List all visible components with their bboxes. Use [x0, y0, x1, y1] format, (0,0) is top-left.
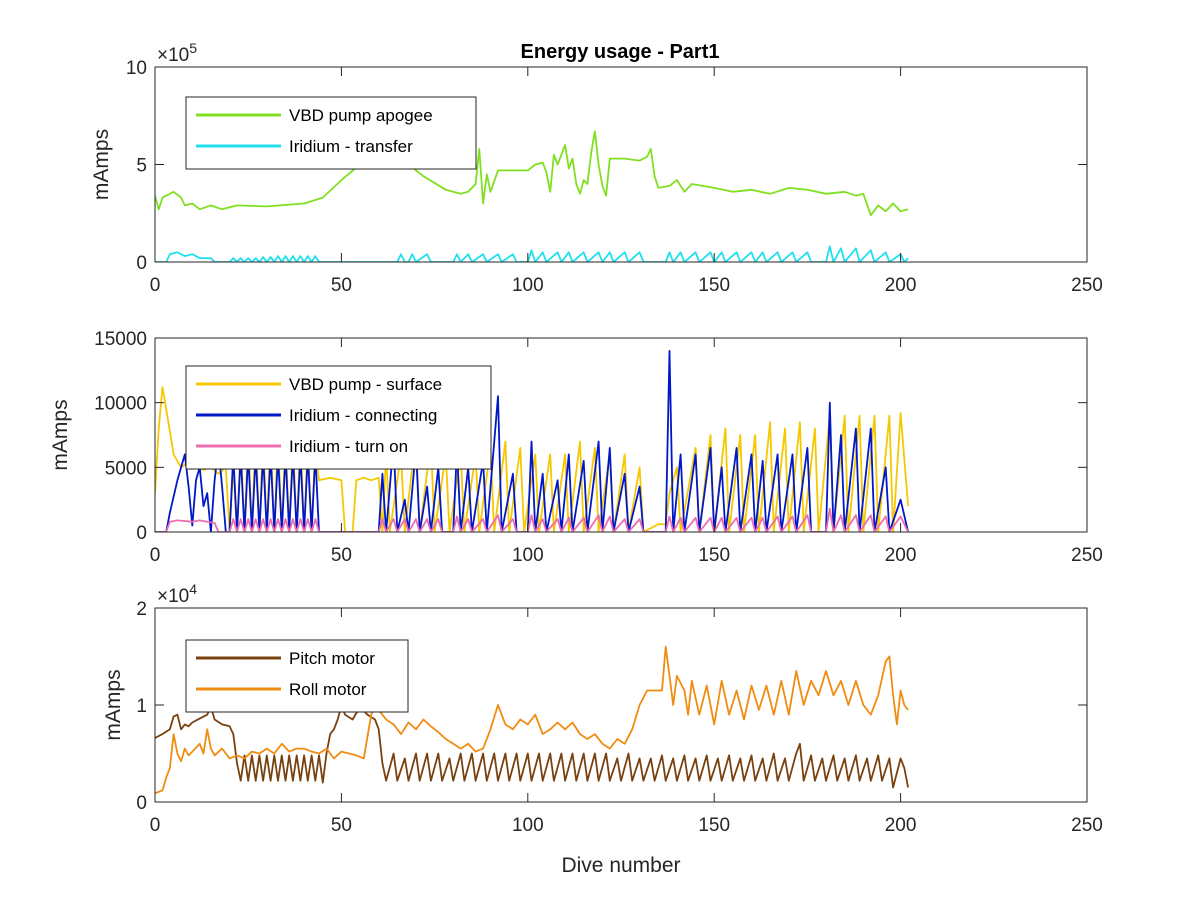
legend-entry-label: VBD pump apogee [289, 106, 433, 125]
x-tick-label: 50 [331, 545, 352, 566]
y-exponent-label: ×104 [157, 581, 197, 607]
legend-box [185, 96, 477, 170]
y-tick-label: 10 [126, 58, 147, 79]
legend: VBD pump - surface Iridium - connecting Ir… [185, 365, 492, 470]
x-tick-label: 150 [698, 275, 730, 296]
series-line-roll-motor [155, 645, 909, 795]
legend: VBD pump apogee Iridium - transfer [185, 96, 477, 170]
series-group [155, 645, 909, 795]
chart-panel-3: 0 50 100 150 200 250 0 1 2 ×104 mAmps Dive number Pi… [102, 581, 1103, 877]
x-tick-label: 150 [698, 815, 730, 836]
legend-box [185, 639, 409, 713]
legend-entry-label: Roll motor [289, 680, 367, 699]
x-tick-label: 50 [331, 275, 352, 296]
y-exponent-base: ×10 [157, 586, 189, 607]
y-axis-label: mAmps [49, 399, 72, 470]
y-tick-label: 10000 [94, 394, 147, 415]
y-axis-label: mAmps [90, 129, 113, 200]
x-tick-label: 150 [698, 545, 730, 566]
legend-entry-label: Iridium - transfer [289, 137, 413, 156]
series-line-pitch-motor [155, 705, 909, 789]
y-exponent-label: ×105 [157, 40, 197, 66]
figure-title: Energy usage - Part1 [521, 41, 720, 63]
y-tick-label: 2 [136, 599, 147, 620]
legend: Pitch motor Roll motor [185, 639, 409, 713]
x-tick-label: 0 [150, 275, 161, 296]
series-line-iridium-transfer [155, 245, 909, 262]
legend-entry-label: Iridium - connecting [289, 406, 437, 425]
x-tick-label: 250 [1071, 275, 1103, 296]
x-tick-label: 200 [885, 275, 917, 296]
x-tick-label: 250 [1071, 545, 1103, 566]
series-line-iridium-turn-on [155, 507, 909, 532]
legend-entry-label: VBD pump - surface [289, 375, 442, 394]
legend-entry-label: Iridium - turn on [289, 437, 408, 456]
x-tick-label: 0 [150, 815, 161, 836]
chart-panel-2: 0 50 100 150 200 250 0 5000 10000 15000 mAmps VBD p… [49, 329, 1103, 566]
y-exponent-power: 4 [189, 581, 197, 597]
series-line-vbd-pump-apogee [155, 130, 909, 217]
x-tick-label: 200 [885, 815, 917, 836]
series-line-iridium-connecting [155, 350, 909, 532]
y-tick-label: 0 [136, 253, 147, 274]
y-tick-label: 15000 [94, 329, 147, 350]
x-tick-label: 250 [1071, 815, 1103, 836]
x-tick-label: 100 [512, 815, 544, 836]
y-tick-label: 0 [136, 523, 147, 544]
x-tick-label: 100 [512, 275, 544, 296]
y-tick-label: 5000 [105, 458, 147, 479]
y-axis-label: mAmps [102, 669, 125, 740]
y-tick-label: 5 [136, 156, 147, 177]
series-group [155, 130, 909, 262]
y-exponent-power: 5 [189, 40, 197, 56]
x-tick-label: 50 [331, 815, 352, 836]
y-tick-label: 0 [136, 793, 147, 814]
x-tick-label: 0 [150, 545, 161, 566]
x-axis-label: Dive number [561, 854, 680, 877]
axes-box [154, 337, 1088, 533]
y-tick-label: 1 [136, 696, 147, 717]
x-tick-label: 200 [885, 545, 917, 566]
legend-entry-label: Pitch motor [289, 649, 375, 668]
y-exponent-base: ×10 [157, 45, 189, 66]
x-tick-label: 100 [512, 545, 544, 566]
